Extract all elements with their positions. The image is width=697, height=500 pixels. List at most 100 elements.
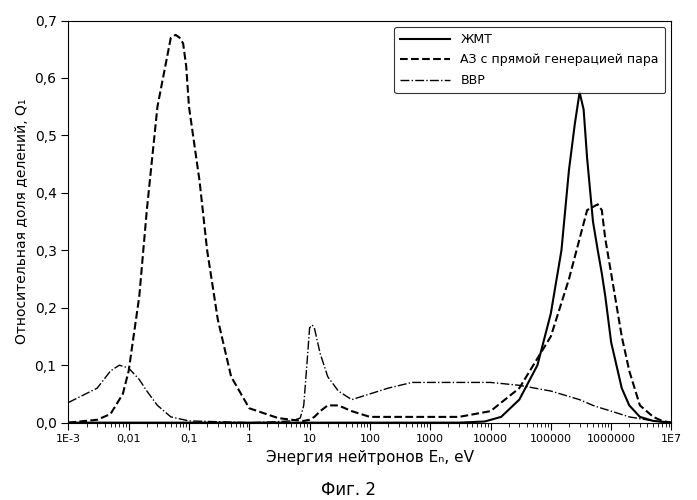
АЗ с прямой генерацией пара (107, 411, 115, 417)
ЖМТ (305, 420, 314, 426)
АЗ с прямой генерацией пара (658, 418, 666, 424)
Y-axis label: Относительная доля делений, Q₁: Относительная доля делений, Q₁ (15, 99, 29, 344)
АЗ с прямой генерацией пара (597, 207, 606, 213)
Line: ЖМТ: ЖМТ (68, 92, 671, 422)
ВВР (296, 415, 305, 421)
ВВР (143, 388, 151, 394)
АЗ с прямой генерацией пара (305, 417, 314, 423)
ВВР (667, 420, 675, 426)
ВВР (93, 385, 101, 391)
АЗ с прямой генерацией пара (601, 236, 609, 242)
АЗ с прямой генерацией пара (366, 414, 374, 420)
ВВР (597, 406, 606, 411)
ЖМТ (125, 420, 133, 426)
ВВР (310, 325, 319, 331)
АЗ с прямой генерацией пара (667, 420, 675, 426)
АЗ с прямой генерацией пара (171, 32, 180, 38)
АЗ с прямой генерацией пара (487, 408, 495, 414)
АЗ с прямой генерацией пара (64, 420, 72, 426)
АЗ с прямой генерацией пара (185, 104, 193, 110)
АЗ с прямой генерацией пара (323, 402, 332, 408)
АЗ с прямой генерацией пара (649, 414, 657, 420)
ЖМТ (579, 106, 588, 112)
АЗ с прямой генерацией пара (195, 178, 204, 184)
ЖМТ (625, 402, 634, 408)
ВВР (185, 418, 193, 424)
АЗ с прямой генерацией пара (607, 270, 615, 276)
АЗ с прямой генерацией пара (636, 402, 644, 408)
ЖМТ (497, 414, 505, 420)
ЖМТ (589, 218, 597, 224)
ВВР (167, 414, 175, 420)
АЗ с прямой генерацией пара (455, 414, 464, 420)
АЗ с прямой генерацией пара (426, 414, 434, 420)
ЖМТ (601, 294, 609, 300)
ЖМТ (667, 420, 675, 426)
АЗ с прямой генерацией пара (594, 202, 602, 207)
ЖМТ (618, 385, 626, 391)
АЗ с прямой генерацией пара (287, 417, 296, 423)
Legend: ЖМТ, АЗ с прямой генерацией пара, ВВР: ЖМТ, АЗ с прямой генерацией пара, ВВР (395, 26, 665, 93)
ВВР (135, 376, 144, 382)
ЖМТ (594, 248, 602, 254)
АЗ с прямой генерацией пара (213, 316, 222, 322)
АЗ с прямой генерацией пара (546, 334, 555, 340)
АЗ с прямой генерацией пара (565, 276, 573, 282)
ЖМТ (565, 167, 573, 173)
ВВР (64, 400, 72, 406)
ВВР (334, 388, 342, 394)
АЗ с прямой генерацией пара (300, 418, 308, 424)
ЖМТ (185, 420, 193, 426)
ЖМТ (597, 270, 606, 276)
ВВР (316, 350, 324, 356)
ВВР (300, 402, 308, 408)
ВВР (245, 420, 254, 426)
Line: АЗ с прямой генерацией пара: АЗ с прямой генерацией пара (68, 35, 671, 422)
ВВР (515, 382, 523, 388)
ЖМТ (455, 420, 464, 426)
АЗ с прямой генерацией пара (176, 34, 184, 40)
АЗ с прямой генерацией пара (618, 334, 626, 340)
АЗ с прямой генерацией пара (348, 408, 356, 414)
ВВР (227, 419, 236, 425)
ВВР (455, 380, 464, 386)
ВВР (576, 396, 584, 402)
ВВР (408, 380, 416, 386)
АЗ с прямой генерацией пара (274, 415, 282, 421)
АЗ с прямой генерацией пара (203, 248, 211, 254)
АЗ с прямой генерацией пара (245, 406, 254, 411)
ВВР (107, 368, 115, 374)
ЖМТ (571, 121, 579, 127)
АЗ с прямой генерацией пара (583, 207, 591, 213)
ЖМТ (366, 420, 374, 426)
ВВР (305, 325, 314, 331)
ЖМТ (546, 310, 555, 316)
ВВР (115, 362, 123, 368)
АЗ с прямой генерацией пара (384, 414, 392, 420)
АЗ с прямой генерацией пара (408, 414, 416, 420)
Line: ВВР: ВВР (68, 325, 671, 422)
ВВР (308, 322, 316, 328)
ВВР (366, 391, 374, 397)
АЗ с прямой генерацией пара (143, 207, 151, 213)
ВВР (263, 419, 272, 425)
АЗ с прямой генерацией пара (125, 368, 133, 374)
ВВР (384, 385, 392, 391)
АЗ с прямой генерацией пара (135, 294, 144, 300)
ВВР (323, 374, 332, 380)
АЗ с прямой генерацией пара (182, 64, 190, 70)
АЗ с прямой генерацией пара (310, 414, 319, 420)
АЗ с прямой генерацией пара (515, 385, 523, 391)
ВВР (589, 402, 597, 408)
ЖМТ (649, 418, 657, 424)
ВВР (348, 396, 356, 402)
Text: Фиг. 2: Фиг. 2 (321, 481, 376, 499)
АЗ с прямой генерацией пара (334, 402, 342, 408)
ВВР (426, 380, 434, 386)
X-axis label: Энергия нейтронов Eₙ, eV: Энергия нейтронов Eₙ, eV (266, 450, 474, 465)
АЗ с прямой генерацией пара (153, 104, 162, 110)
ВВР (125, 365, 133, 371)
ВВР (302, 362, 311, 368)
АЗ с прямой генерацией пара (227, 374, 236, 380)
ЖМТ (426, 420, 434, 426)
